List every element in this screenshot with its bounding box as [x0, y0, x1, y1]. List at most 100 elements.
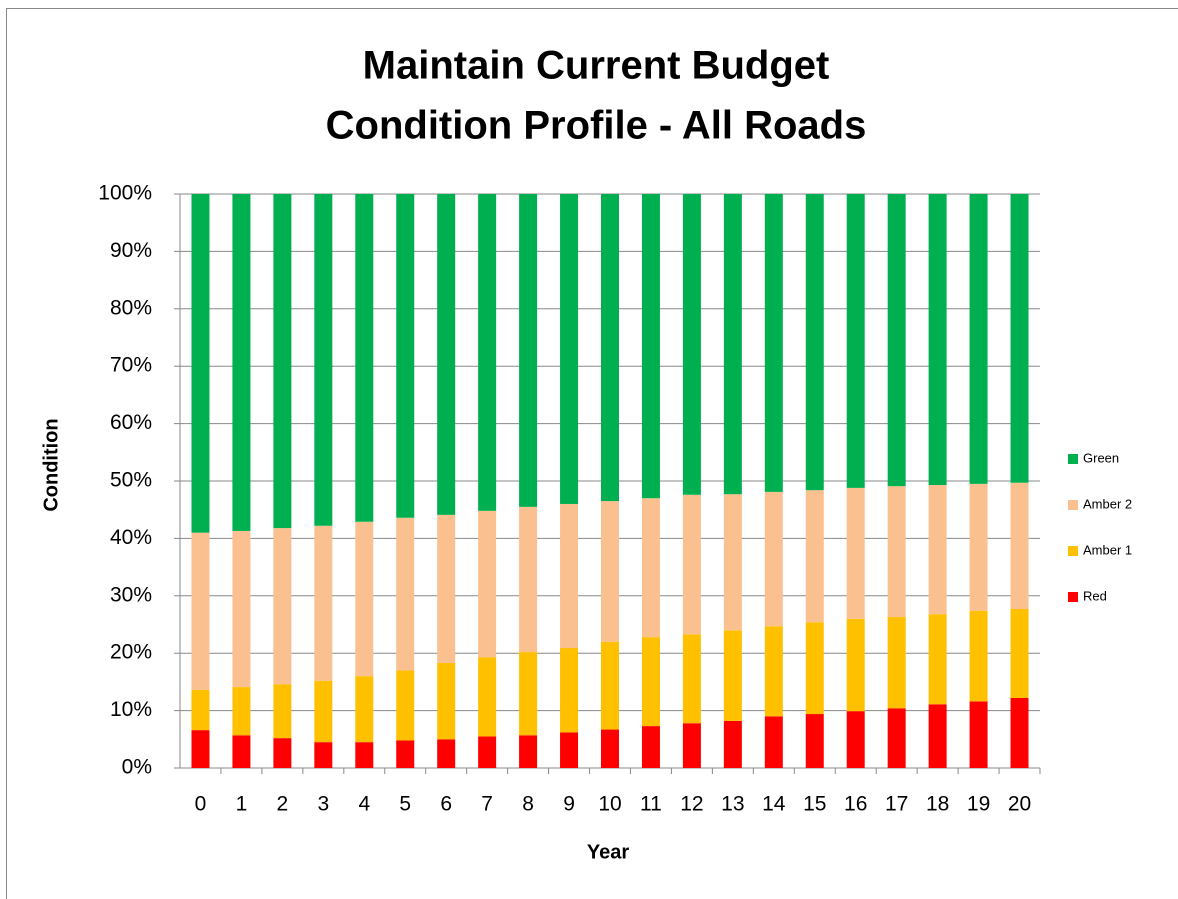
bar-segment: [887, 486, 906, 618]
bar-segment: [396, 517, 415, 671]
bar-segment: [846, 194, 865, 488]
bar-segment: [519, 506, 538, 653]
x-tick-label: 0: [195, 793, 207, 816]
bar-segment: [969, 194, 988, 484]
x-tick-label: 4: [358, 793, 370, 816]
bar-segment: [682, 634, 701, 724]
chart-subtitle: Condition Profile - All Roads: [326, 104, 867, 148]
x-tick-label: 5: [399, 793, 411, 816]
bar-segment: [601, 641, 619, 730]
chart-title: Maintain Current Budget: [363, 44, 830, 88]
bar-segment: [355, 194, 374, 522]
bar-segment: [232, 530, 251, 688]
x-tick-label: 17: [885, 793, 908, 816]
bar-segment: [928, 485, 947, 615]
legend-label: Amber 1: [1083, 542, 1132, 557]
bar-segment: [191, 532, 210, 690]
bar-segment: [764, 491, 783, 627]
x-tick-label: 15: [803, 793, 826, 816]
bar-segment: [396, 740, 415, 768]
x-tick-label: 8: [522, 793, 534, 816]
bar-segment: [396, 194, 415, 518]
bar-segment: [805, 714, 824, 768]
bar-segment: [846, 487, 865, 619]
bar-segment: [273, 738, 292, 768]
bar-segment: [723, 630, 742, 721]
bar-segment: [355, 521, 374, 677]
legend-label: Green: [1083, 450, 1119, 465]
bar-segment: [682, 194, 701, 495]
bar-segment: [314, 680, 333, 743]
y-tick-label: 50%: [110, 469, 152, 492]
bar-segment: [846, 711, 865, 768]
bar-segment: [519, 735, 538, 768]
x-tick-label: 1: [236, 793, 248, 816]
bar-segment: [437, 662, 456, 740]
bar-segment: [928, 614, 947, 705]
bar-segment: [1010, 697, 1029, 768]
x-tick-label: 16: [844, 793, 867, 816]
x-tick-label: 9: [563, 793, 575, 816]
y-tick-label: 0%: [122, 756, 152, 779]
x-axis-title: Year: [587, 841, 629, 863]
bar-segment: [805, 622, 824, 715]
bar-segment: [764, 194, 783, 492]
bar-segment: [273, 528, 292, 685]
bar-segment: [1010, 609, 1029, 698]
bar-segment: [764, 716, 783, 768]
bar-segment: [232, 735, 251, 768]
bar-segment: [273, 194, 292, 529]
x-tick-label: 7: [481, 793, 493, 816]
y-tick-label: 70%: [110, 354, 152, 377]
bar-segment: [560, 648, 579, 733]
bar-segment: [723, 494, 742, 631]
bar-segment: [641, 726, 660, 768]
bar-segment: [314, 525, 333, 681]
x-tick-label: 19: [967, 793, 990, 816]
x-tick-label: 2: [277, 793, 289, 816]
bar-segment: [805, 490, 824, 623]
y-axis-title: Condition: [40, 418, 62, 511]
bar-segment: [601, 194, 619, 502]
y-tick-label: 20%: [110, 641, 152, 664]
bar-segment: [191, 194, 210, 533]
bar-segment: [723, 720, 742, 768]
legend-swatch: [1068, 454, 1078, 464]
bar-segment: [560, 194, 579, 504]
bar-segment: [519, 194, 538, 507]
x-tick-label: 18: [926, 793, 949, 816]
bar-segment: [314, 742, 333, 768]
bar-segment: [191, 730, 210, 768]
bar-segment: [928, 194, 947, 486]
y-tick-label: 40%: [110, 526, 152, 549]
bar-segment: [437, 739, 456, 768]
x-tick-label: 14: [762, 793, 786, 816]
legend-swatch: [1068, 546, 1078, 556]
bar-segment: [355, 676, 374, 743]
x-tick-label: 3: [317, 793, 329, 816]
bar-segment: [969, 483, 988, 611]
x-tick-label: 11: [640, 793, 662, 816]
bar-segment: [273, 684, 292, 739]
bar-segment: [478, 194, 497, 511]
bar-segment: [805, 194, 824, 491]
legend-swatch: [1068, 500, 1078, 510]
bar-segment: [191, 689, 210, 731]
bar-segment: [396, 670, 415, 741]
bar-segment: [682, 723, 701, 768]
bar-segment: [601, 729, 619, 768]
x-tick-label: 10: [598, 793, 621, 816]
bar-segment: [437, 194, 456, 515]
bar-segment: [437, 514, 456, 663]
bar-segment: [355, 742, 374, 768]
bar-segment: [1010, 194, 1029, 483]
legend-label: Amber 2: [1083, 496, 1132, 511]
bar-segment: [641, 498, 660, 638]
bar-segment: [682, 494, 701, 635]
bar-segment: [723, 194, 742, 495]
bar-segment: [887, 617, 906, 709]
bar-segment: [560, 732, 579, 768]
bar-segment: [314, 194, 333, 526]
